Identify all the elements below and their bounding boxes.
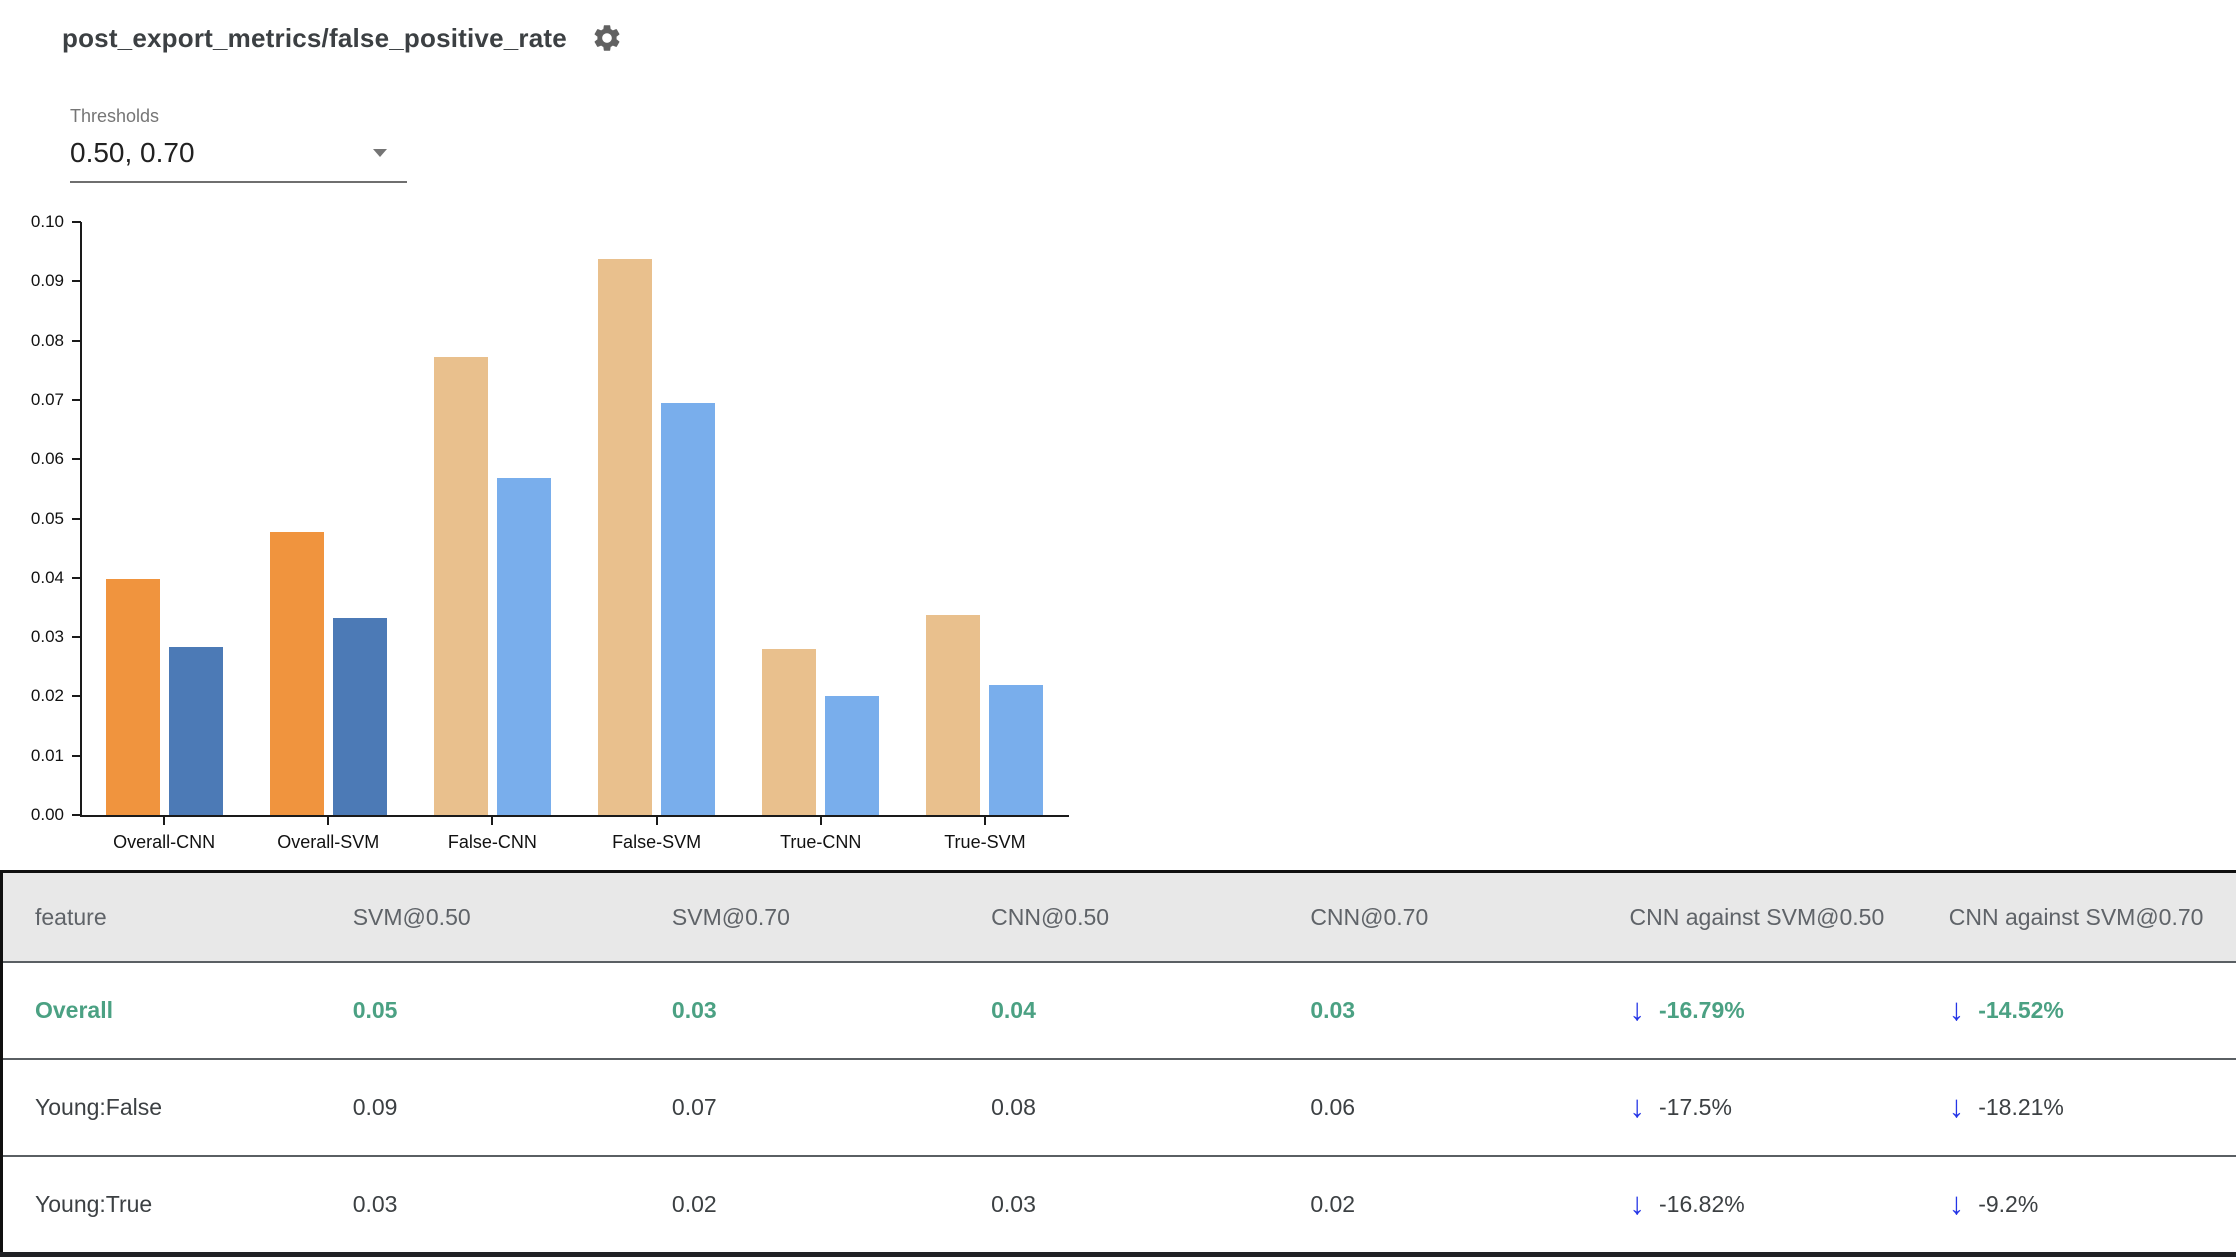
x-axis-category-label: True-CNN — [780, 832, 862, 852]
value-cell: 0.05 — [320, 962, 640, 1059]
y-axis-tick — [72, 695, 81, 698]
x-axis-category-label: False-CNN — [447, 832, 537, 852]
y-axis-tick-label: 0.10 — [30, 212, 64, 231]
y-axis-tick — [72, 754, 81, 757]
value-cell: 0.04 — [959, 962, 1279, 1059]
y-axis-tick — [72, 814, 81, 816]
thresholds-select[interactable]: 0.50, 0.70 — [70, 129, 407, 183]
x-axis-tick — [491, 817, 494, 825]
change-value: -9.2% — [1978, 1191, 2039, 1217]
metric-header: post_export_metrics/false_positive_rate — [62, 22, 623, 54]
x-axis-category-label: Overall-CNN — [113, 832, 216, 852]
chart-axes — [80, 222, 1069, 817]
feature-cell: Young:False — [1, 1059, 321, 1156]
change-value: -16.79% — [1659, 997, 1745, 1023]
bar-False-CNN-threshold-0.70[interactable] — [496, 478, 551, 815]
change-cell: ↓ -16.82% — [1597, 1156, 1917, 1255]
chevron-down-icon — [373, 149, 387, 157]
col-header-cnn-070: CNN@0.70 — [1278, 871, 1598, 963]
x-axis-tick — [655, 817, 658, 825]
feature-cell: Overall — [1, 962, 321, 1059]
x-axis-category-label: True-SVM — [944, 832, 1026, 852]
table-row-young-true[interactable]: Young:True 0.03 0.02 0.03 0.02 ↓ -16.82% … — [1, 1156, 2236, 1255]
col-header-cnn-050: CNN@0.50 — [959, 871, 1279, 963]
y-axis-tick-label: 0.03 — [30, 627, 64, 647]
y-axis-tick — [72, 458, 81, 461]
y-axis-tick-label: 0.06 — [30, 449, 64, 469]
value-cell: 0.09 — [320, 1059, 640, 1156]
bar-True-SVM-threshold-0.70[interactable] — [989, 684, 1044, 815]
thresholds-dropdown[interactable]: Thresholds 0.50, 0.70 — [70, 106, 407, 183]
page-title: post_export_metrics/false_positive_rate — [62, 22, 567, 53]
y-axis-tick — [72, 636, 81, 639]
y-axis-tick-label: 0.09 — [30, 271, 64, 291]
value-cell: 0.03 — [1278, 962, 1598, 1059]
y-axis-tick-label: 0.07 — [30, 389, 64, 409]
y-axis-tick-label: 0.02 — [30, 686, 64, 706]
y-axis-tick — [72, 576, 81, 579]
change-value: -14.52% — [1978, 997, 2064, 1023]
bar-True-SVM-threshold-0.50[interactable] — [926, 615, 981, 815]
change-value: -16.82% — [1659, 1191, 1745, 1217]
value-cell: 0.03 — [639, 962, 960, 1059]
change-cell: ↓ -16.79% — [1597, 962, 1917, 1059]
y-axis-tick — [72, 339, 81, 342]
y-axis-tick-label: 0.05 — [30, 508, 64, 528]
bar-Overall-CNN-threshold-0.50[interactable] — [105, 578, 160, 815]
bar-False-SVM-threshold-0.70[interactable] — [661, 402, 716, 815]
value-cell: 0.07 — [639, 1059, 960, 1156]
table-row-young-false[interactable]: Young:False 0.09 0.07 0.08 0.06 ↓ -17.5% … — [1, 1059, 2236, 1156]
feature-cell: Young:True — [1, 1156, 321, 1255]
y-axis-tick — [72, 221, 81, 223]
change-value: -18.21% — [1978, 1094, 2064, 1120]
bar-False-CNN-threshold-0.50[interactable] — [433, 356, 488, 815]
col-header-cnn-vs-svm-070: CNN against SVM@0.70 — [1916, 871, 2236, 963]
change-cell: ↓ -18.21% — [1916, 1059, 2236, 1156]
change-value: -17.5% — [1659, 1094, 1732, 1120]
bar-True-CNN-threshold-0.70[interactable] — [825, 695, 880, 815]
y-axis-tick-label: 0.00 — [30, 805, 64, 824]
thresholds-value: 0.50, 0.70 — [70, 137, 195, 168]
x-axis-tick — [819, 817, 822, 825]
x-axis-tick — [327, 817, 330, 825]
table-header-row: feature SVM@0.50 SVM@0.70 CNN@0.50 CNN@0… — [1, 871, 2236, 963]
bar-Overall-CNN-threshold-0.70[interactable] — [168, 646, 223, 815]
y-axis-tick-label: 0.04 — [30, 567, 64, 587]
table-row-overall[interactable]: Overall 0.05 0.03 0.04 0.03 ↓ -16.79% ↓ -1… — [1, 962, 2236, 1059]
thresholds-label: Thresholds — [70, 106, 160, 126]
change-cell: ↓ -14.52% — [1916, 962, 2236, 1059]
value-cell: 0.06 — [1278, 1059, 1598, 1156]
col-header-feature: feature — [1, 871, 321, 963]
x-axis-tick — [983, 817, 986, 825]
value-cell: 0.03 — [320, 1156, 640, 1255]
value-cell: 0.02 — [639, 1156, 960, 1255]
bar-chart: 0.10 0.09 0.08 0.07 0.06 0.05 0.04 0.03 0.02 0.01… — [0, 212, 1150, 886]
col-header-cnn-vs-svm-050: CNN against SVM@0.50 — [1597, 871, 1917, 963]
change-cell: ↓ -9.2% — [1916, 1156, 2236, 1255]
bar-Overall-SVM-threshold-0.50[interactable] — [269, 531, 324, 815]
metrics-table: feature SVM@0.50 SVM@0.70 CNN@0.50 CNN@0… — [0, 870, 2236, 1257]
x-axis-category-label: False-SVM — [612, 832, 702, 852]
x-axis-category-label: Overall-SVM — [277, 832, 380, 852]
value-cell: 0.08 — [959, 1059, 1279, 1156]
bar-True-CNN-threshold-0.50[interactable] — [762, 648, 817, 815]
y-axis-tick — [72, 280, 81, 283]
y-axis-tick — [72, 398, 81, 401]
bar-Overall-SVM-threshold-0.70[interactable] — [332, 618, 387, 815]
y-axis-tick — [72, 517, 81, 520]
y-axis-tick-label: 0.08 — [30, 330, 64, 350]
col-header-svm-070: SVM@0.70 — [639, 871, 960, 963]
value-cell: 0.03 — [959, 1156, 1279, 1255]
settings-gear-icon[interactable] — [591, 22, 623, 54]
y-axis-tick-label: 0.01 — [30, 745, 64, 765]
x-axis-tick — [163, 817, 166, 825]
bar-False-SVM-threshold-0.50[interactable] — [598, 259, 653, 815]
col-header-svm-050: SVM@0.50 — [320, 871, 640, 963]
change-cell: ↓ -17.5% — [1597, 1059, 1917, 1156]
value-cell: 0.02 — [1278, 1156, 1598, 1255]
